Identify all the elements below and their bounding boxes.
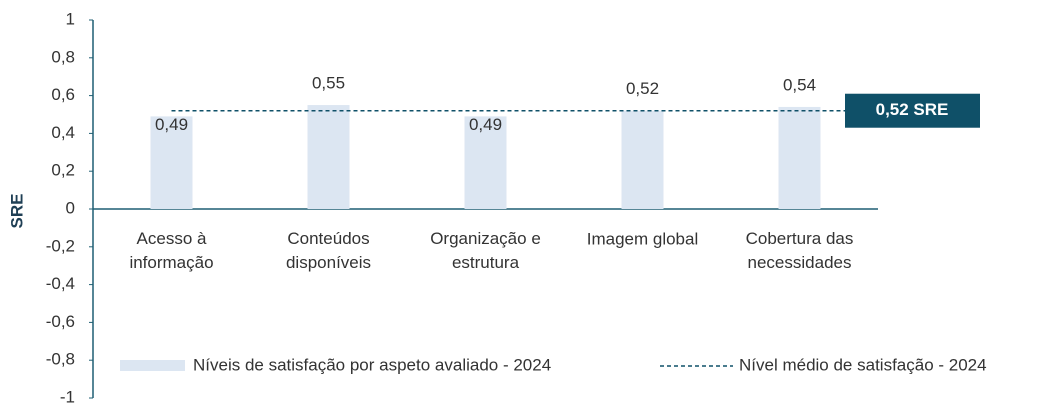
y-tick-label: 0,2 [51,161,75,180]
x-tick-label: Imagem global [587,229,699,248]
y-axis-label: SRE [7,194,26,229]
value-label: 0,49 [155,115,188,134]
y-tick-label: -1 [60,387,75,405]
legend-label: Nível médio de satisfação - 2024 [739,355,987,374]
y-tick-label: 0 [66,198,75,217]
legend-swatch [120,360,185,371]
x-tick-label: Acesso à informação [129,229,213,272]
bar [621,110,664,209]
y-tick-label: 0,8 [51,47,75,66]
value-label: 0,49 [469,115,502,134]
y-tick-label: 0,6 [51,85,75,104]
bar [778,106,821,209]
value-label: 0,52 [626,79,659,98]
value-label: 0,55 [312,74,345,93]
bar [307,105,350,209]
x-tick-label: Cobertura das necessidades [746,229,854,272]
y-tick-label: 1 [66,9,75,28]
value-label: 0,54 [783,75,816,94]
bar [464,116,507,209]
average-label-box [845,93,980,128]
average-label: 0,52 SRE [876,100,949,119]
x-tick-label: Conteúdos disponíveis [286,229,371,272]
y-tick-label: -0,8 [46,350,75,369]
x-tick-label: Organização e estrutura [430,229,541,272]
y-tick-label: -0,4 [46,274,75,293]
y-tick-label: -0,2 [46,236,75,255]
legend-label: Níveis de satisfação por aspeto avaliado… [193,355,551,374]
y-tick-label: -0,6 [46,312,75,331]
bar [150,116,193,209]
y-tick-label: 0,4 [51,123,75,142]
